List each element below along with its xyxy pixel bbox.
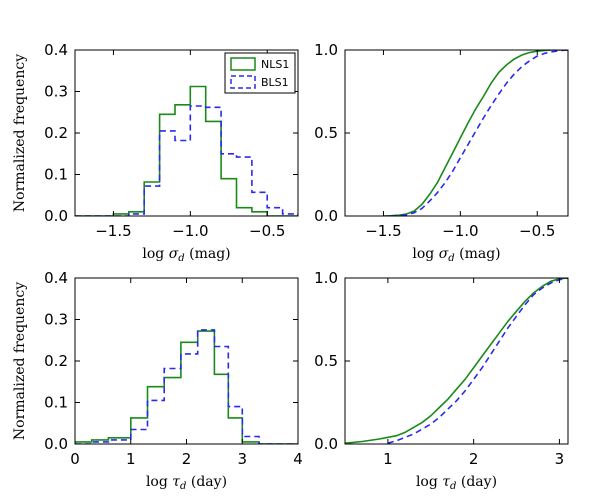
- x-tick-label: −0.5: [519, 222, 555, 240]
- x-tick-label: 2: [469, 450, 479, 468]
- y-tick-label: 0.0: [314, 207, 338, 225]
- y-tick-label: 0.0: [44, 207, 68, 225]
- x-axis-label: log τd (day): [416, 474, 497, 492]
- plot-frame: [344, 49, 569, 217]
- series-nls1-line: [75, 85, 298, 216]
- panel-sigma_cdf: −1.5 −1.0 −0.5 0.0 0.5 1.0 log σd (mag): [314, 41, 569, 264]
- panel-sigma_hist: −1.5 −1.0 −0.5 0.0 0.1 0.2 0.3 0.4 log σd (mag) N…: [12, 41, 299, 264]
- series-bls1-line: [391, 50, 568, 216]
- y-tick-label: 0.3: [44, 83, 68, 101]
- series-bls1-line: [387, 278, 568, 444]
- x-axis-label: log σd (mag): [412, 246, 500, 264]
- y-tick-label: 0.0: [44, 435, 68, 453]
- legend-swatch-nls1: [230, 57, 256, 71]
- y-tick-label: 0.1: [44, 166, 68, 184]
- x-axis-label: log σd (mag): [142, 246, 230, 264]
- x-tick-label: −1.5: [365, 222, 401, 240]
- legend-swatch-bls1: [230, 75, 256, 89]
- y-tick-label: 0.5: [314, 124, 338, 142]
- series-bls1-line: [75, 329, 298, 444]
- y-axis-label: Normalized frequency: [12, 282, 28, 440]
- y-tick-label: 0.1: [44, 394, 68, 412]
- y-tick-label: 1.0: [314, 41, 338, 59]
- x-tick-label: 1: [383, 450, 393, 468]
- y-tick-label: 0.4: [44, 41, 68, 59]
- panel-tau_hist: 0 1 2 3 4 0.0 0.1 0.2 0.3 0.4 log τd (day) Normaliz…: [12, 269, 303, 492]
- x-tick-label: 1: [126, 450, 136, 468]
- x-axis-label: log τd (day): [146, 474, 227, 492]
- x-tick-label: −1.0: [172, 222, 208, 240]
- legend: NLS1 BLS1: [224, 52, 296, 94]
- y-axis-label: Normalized frequency: [12, 54, 28, 212]
- x-tick-label: −1.0: [442, 222, 478, 240]
- x-tick-label: −1.5: [95, 222, 131, 240]
- y-tick-label: 0.0: [314, 435, 338, 453]
- y-tick-label: 0.2: [44, 124, 68, 142]
- legend-box: [224, 52, 296, 94]
- y-tick-label: 1.0: [314, 269, 338, 287]
- y-tick-label: 0.4: [44, 269, 68, 287]
- x-tick-label: −0.5: [249, 222, 285, 240]
- x-tick-label: 0: [70, 450, 80, 468]
- plot-frame: [344, 277, 569, 445]
- panel-tau_cdf: 1 2 3 0.0 0.5 1.0 log τd (day): [314, 269, 569, 492]
- series-nls1-line: [345, 278, 568, 444]
- series-nls1-line: [75, 330, 298, 444]
- series-bls1-line: [75, 105, 298, 216]
- y-tick-label: 0.5: [314, 352, 338, 370]
- y-tick-label: 0.2: [44, 352, 68, 370]
- series-nls1-line: [383, 50, 568, 216]
- x-tick-label: 2: [182, 450, 192, 468]
- y-tick-label: 0.3: [44, 311, 68, 329]
- x-tick-label: 3: [237, 450, 247, 468]
- plot-frame: [74, 277, 299, 445]
- x-tick-label: 3: [555, 450, 565, 468]
- legend-label-nls1: NLS1: [261, 58, 289, 71]
- legend-label-bls1: BLS1: [261, 76, 289, 89]
- x-tick-label: 4: [293, 450, 303, 468]
